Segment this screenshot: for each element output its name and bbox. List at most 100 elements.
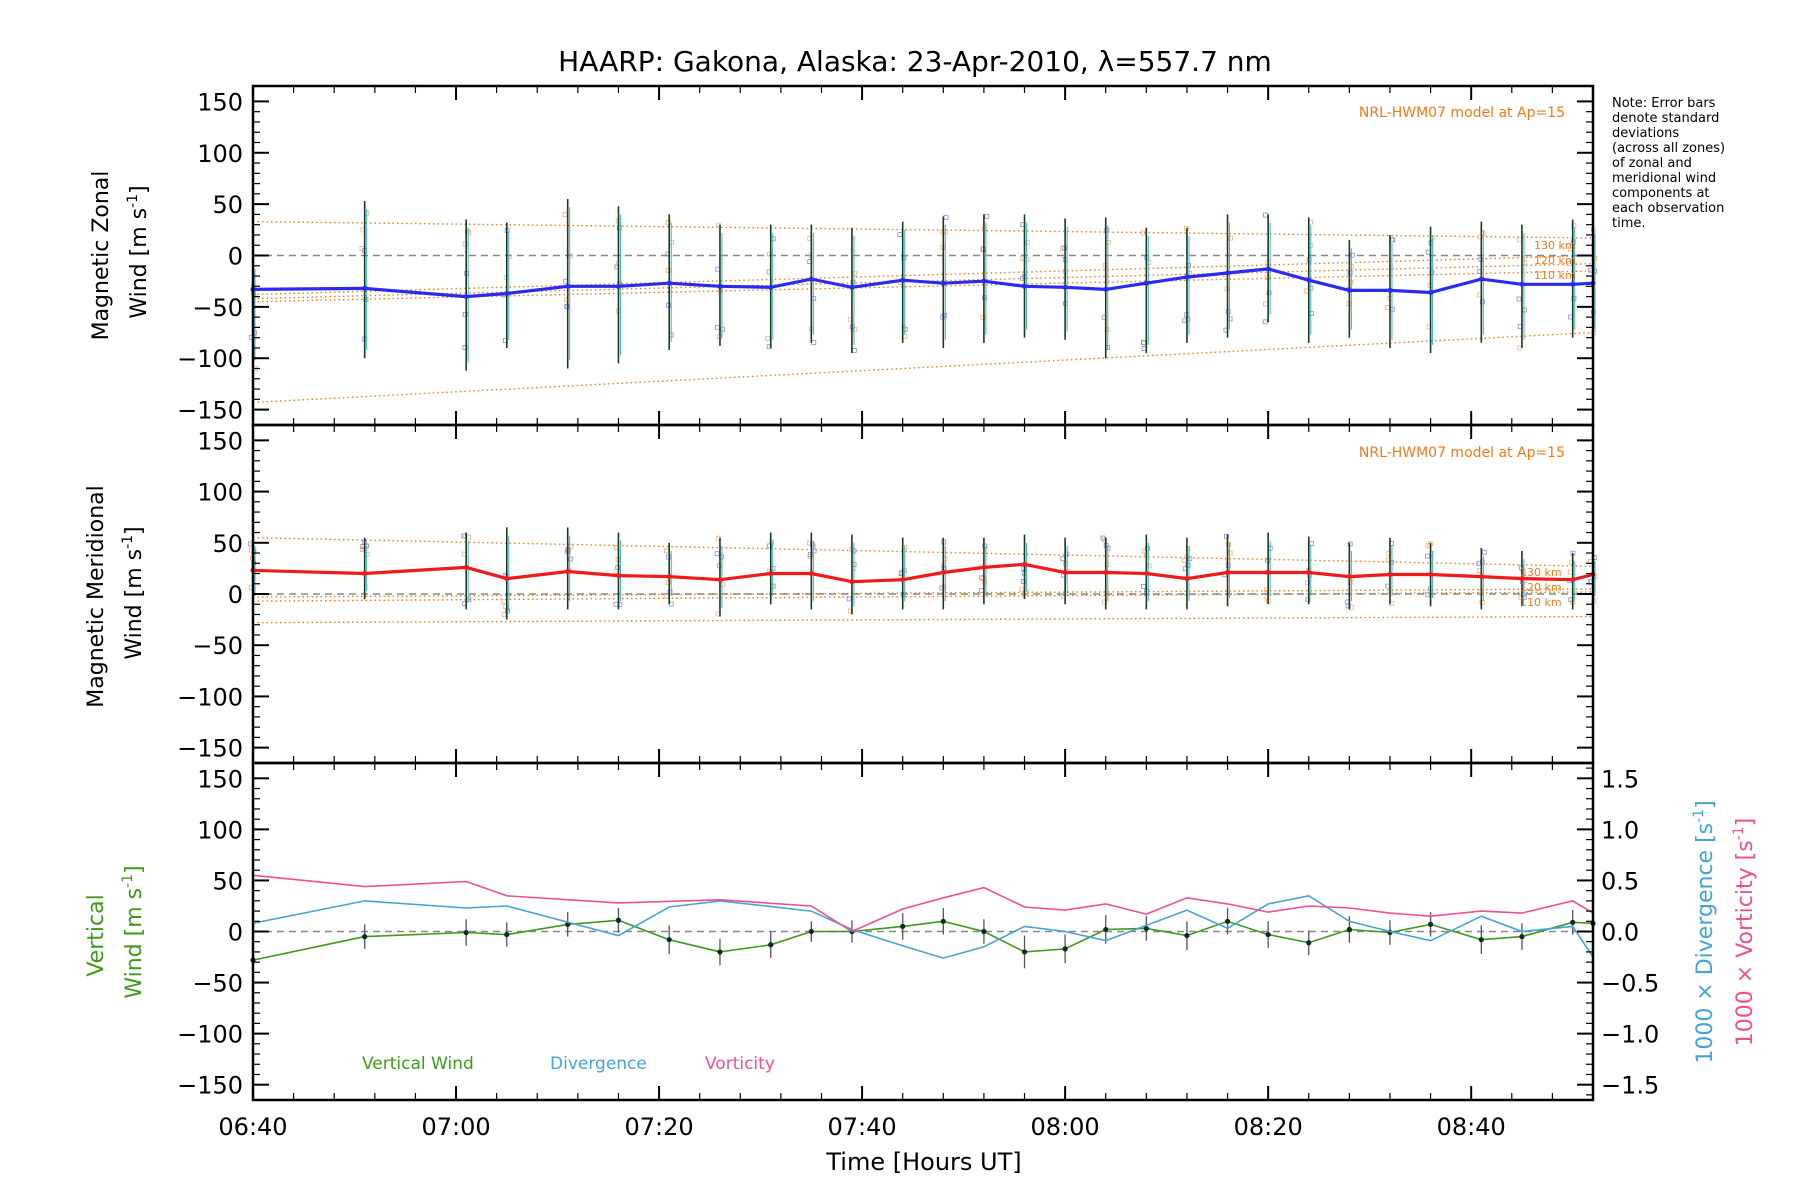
zone-sample <box>1141 230 1146 236</box>
y-tick-label: 0 <box>228 243 243 271</box>
y-tick-label: −50 <box>192 970 243 998</box>
zone-sample <box>568 556 573 562</box>
series-line-2 <box>252 874 1594 933</box>
zone-sample <box>809 542 815 547</box>
y-tick-label: 100 <box>197 140 243 168</box>
zone-sample <box>714 551 720 557</box>
meridional-mean-point <box>565 568 571 574</box>
zone-sample <box>1567 261 1573 267</box>
x-tick-label: 08:20 <box>1234 1113 1303 1141</box>
y-tick-label: 100 <box>197 816 243 844</box>
zone-sample <box>1303 288 1309 294</box>
x-tick-label: 07:00 <box>421 1113 490 1141</box>
zone-sample <box>665 268 671 273</box>
zonal-mean-point <box>1022 283 1028 289</box>
model-line-mid_a <box>252 588 1594 598</box>
time-ticks: 06:40 07:00 07:20 07:40 08:00 08:20 08:40 <box>218 1113 1505 1141</box>
zonal-mean-point <box>1570 281 1576 287</box>
zonal-ylabel-sup: -1 <box>125 194 141 208</box>
vertical-ylabel-line1: Vertical <box>84 894 109 976</box>
zone-sample <box>765 336 771 341</box>
zone-sample <box>1479 559 1485 565</box>
vorticity-axis-label-sup: -1 <box>1731 826 1747 840</box>
y-tick-label: 150 <box>197 427 243 455</box>
zone-sample <box>1059 246 1065 252</box>
zone-sample <box>1263 212 1269 218</box>
zone-sample <box>1516 296 1522 302</box>
zonal-mean-point <box>1387 287 1393 293</box>
zone-sample <box>980 246 986 251</box>
zone-sample <box>462 311 468 317</box>
zone-sample <box>1567 569 1573 575</box>
zone-sample <box>897 232 903 237</box>
vorticity-axis-label: 1000 × Vorticity [s-1] <box>1731 818 1758 1046</box>
vorticity-axis-label-text: 1000 × Vorticity [s <box>1733 840 1758 1046</box>
zonal-mean-point <box>1265 266 1271 272</box>
zone-sample <box>613 568 619 574</box>
zone-sample <box>1517 237 1523 243</box>
panel-vertical: −150 −100 −50 0 50 100 150 −1.5 −1.0 −0.5 0.0 0.5 1… <box>84 761 1758 1176</box>
zone-sample <box>1262 319 1268 325</box>
y2-tick-label: 1.0 <box>1601 816 1639 844</box>
vertical-wind-point <box>463 929 469 936</box>
zone-sample <box>1181 558 1187 563</box>
meridional-mean-point <box>1103 569 1109 575</box>
zone-sample <box>902 327 908 332</box>
vertical-right-ticks: −1.5 −1.0 −0.5 0.0 0.5 1.0 1.5 <box>1577 765 1659 1100</box>
note-line: denote standard <box>1612 111 1720 126</box>
zonal-mean-point <box>362 285 368 291</box>
vertical-ylabel-text: Wind [m s <box>122 888 147 999</box>
zone-sample <box>1517 345 1523 351</box>
zone-sample <box>1104 227 1110 233</box>
y-tick-label: −50 <box>192 294 243 322</box>
zonal-ticks: −150 −100 −50 0 50 100 150 <box>177 86 1594 425</box>
zonal-mean-point <box>463 294 469 300</box>
note-line: meridional wind <box>1612 171 1717 186</box>
zone-sample <box>1569 559 1575 565</box>
zone-sample <box>1385 305 1390 310</box>
note-line: deviations <box>1612 126 1680 141</box>
zonal-series <box>250 266 1596 300</box>
zone-sample <box>1518 595 1524 600</box>
zonal-mean-point <box>504 291 510 297</box>
zone-sample <box>943 215 949 220</box>
zonal-mean-point <box>615 283 621 289</box>
series-line-0 <box>252 919 1594 961</box>
legend-vorticity: Vorticity <box>705 1054 775 1074</box>
zone-sample <box>1227 316 1233 322</box>
zone-sample <box>1140 340 1146 345</box>
meridional-series <box>250 561 1596 585</box>
meridional-mean-point <box>1265 569 1271 575</box>
zone-sample <box>1266 290 1272 296</box>
legend-vertical-wind: Vertical Wind <box>362 1054 474 1074</box>
vertical-wind-point <box>362 934 368 940</box>
y-tick-label: 0 <box>228 581 243 609</box>
zone-sample <box>846 596 852 602</box>
meridional-mean-point <box>1570 577 1576 583</box>
divergence-axis-label-text: 1000 × Divergence [s <box>1693 823 1718 1064</box>
vertical-wind-point <box>666 937 672 943</box>
meridional-mean-point <box>463 564 469 570</box>
model-line-mid_a <box>252 254 1594 296</box>
model-line-upper <box>252 536 1594 568</box>
zone-sample <box>1102 599 1107 605</box>
meridional-mean-point <box>849 579 855 585</box>
meridional-mean-point <box>1022 561 1028 567</box>
meridional-mean-point <box>981 564 987 570</box>
vertical-wind-point <box>1143 925 1149 932</box>
y-tick-label: 0 <box>228 919 243 947</box>
zonal-mean-point <box>1184 274 1190 280</box>
meridional-mean-point <box>900 577 906 583</box>
vertical-wind-point <box>615 917 622 923</box>
x-tick-label: 06:40 <box>218 1113 287 1141</box>
vertical-wind-point <box>1265 931 1271 938</box>
x-tick-label: 08:40 <box>1437 1113 1506 1141</box>
zonal-mean-point <box>1306 277 1312 283</box>
divergence-axis-label-sup: -1 <box>1691 809 1707 823</box>
zonal-mean-point <box>1225 270 1231 276</box>
vertical-wind-point <box>1570 919 1576 925</box>
meridional-ylabel-text: Wind [m s <box>122 549 147 660</box>
y2-tick-label: −0.5 <box>1601 970 1659 998</box>
zonal-mean-point <box>981 278 987 284</box>
zone-sample <box>1020 579 1026 584</box>
